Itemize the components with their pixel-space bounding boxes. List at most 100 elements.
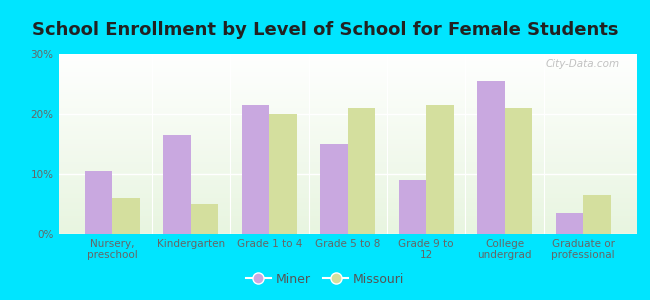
Text: City-Data.com: City-Data.com bbox=[545, 59, 619, 69]
Bar bbox=[58, 128, 637, 130]
Bar bbox=[58, 63, 637, 65]
Text: School Enrollment by Level of School for Female Students: School Enrollment by Level of School for… bbox=[32, 21, 618, 39]
Bar bbox=[58, 185, 637, 187]
Bar bbox=[58, 61, 637, 63]
Bar bbox=[426, 105, 454, 234]
Bar bbox=[58, 182, 637, 184]
Bar bbox=[398, 180, 426, 234]
Bar bbox=[58, 184, 637, 185]
Bar bbox=[58, 122, 637, 124]
Bar bbox=[58, 149, 637, 151]
Bar bbox=[58, 167, 637, 169]
Bar bbox=[58, 117, 637, 119]
Bar bbox=[58, 113, 637, 115]
Bar bbox=[583, 195, 611, 234]
Bar bbox=[58, 211, 637, 212]
Bar bbox=[58, 76, 637, 77]
Bar bbox=[58, 86, 637, 88]
Bar bbox=[58, 194, 637, 196]
Bar bbox=[58, 95, 637, 97]
Bar bbox=[477, 81, 505, 234]
Bar bbox=[58, 191, 637, 193]
Bar bbox=[58, 223, 637, 225]
Bar bbox=[58, 196, 637, 198]
Bar bbox=[58, 230, 637, 232]
Bar bbox=[190, 204, 218, 234]
Bar bbox=[58, 160, 637, 162]
Bar bbox=[58, 74, 637, 76]
Bar bbox=[58, 180, 637, 182]
Bar bbox=[58, 176, 637, 178]
Bar bbox=[58, 229, 637, 230]
Bar bbox=[58, 126, 637, 128]
Bar bbox=[348, 108, 375, 234]
Bar bbox=[58, 103, 637, 104]
Bar bbox=[58, 166, 637, 167]
Bar bbox=[58, 220, 637, 221]
Bar bbox=[58, 70, 637, 72]
Bar bbox=[58, 110, 637, 112]
Bar bbox=[320, 144, 348, 234]
Bar bbox=[84, 171, 112, 234]
Bar bbox=[58, 144, 637, 146]
Bar bbox=[58, 142, 637, 144]
Bar bbox=[58, 92, 637, 94]
Bar bbox=[58, 79, 637, 81]
Bar bbox=[58, 139, 637, 140]
Bar bbox=[58, 135, 637, 137]
Bar bbox=[58, 112, 637, 113]
Bar bbox=[242, 105, 269, 234]
Bar bbox=[58, 212, 637, 214]
Bar bbox=[58, 214, 637, 216]
Bar bbox=[58, 67, 637, 68]
Bar bbox=[58, 232, 637, 234]
Bar bbox=[58, 68, 637, 70]
Bar bbox=[58, 193, 637, 194]
Bar bbox=[58, 209, 637, 211]
Bar bbox=[58, 83, 637, 85]
Bar bbox=[58, 173, 637, 175]
Bar bbox=[58, 205, 637, 207]
Bar bbox=[58, 218, 637, 220]
Bar bbox=[58, 221, 637, 223]
Bar bbox=[269, 114, 297, 234]
Bar bbox=[58, 171, 637, 173]
Bar bbox=[58, 88, 637, 90]
Bar bbox=[58, 119, 637, 121]
Bar bbox=[112, 198, 140, 234]
Bar bbox=[58, 157, 637, 158]
Bar bbox=[556, 213, 583, 234]
Legend: Miner, Missouri: Miner, Missouri bbox=[240, 268, 410, 291]
Bar bbox=[58, 85, 637, 86]
Bar bbox=[58, 169, 637, 171]
Bar bbox=[58, 203, 637, 205]
Bar bbox=[58, 164, 637, 166]
Bar bbox=[58, 59, 637, 61]
Bar bbox=[58, 101, 637, 103]
Bar bbox=[58, 130, 637, 131]
Bar bbox=[505, 108, 532, 234]
Bar bbox=[58, 178, 637, 180]
Bar bbox=[58, 108, 637, 110]
Bar bbox=[58, 131, 637, 133]
Bar bbox=[58, 99, 637, 101]
Bar bbox=[58, 56, 637, 58]
Bar bbox=[58, 97, 637, 99]
Bar bbox=[58, 216, 637, 218]
Bar bbox=[58, 155, 637, 157]
Bar bbox=[163, 135, 190, 234]
Bar bbox=[58, 153, 637, 155]
Bar bbox=[58, 115, 637, 117]
Bar bbox=[58, 200, 637, 202]
Bar bbox=[58, 90, 637, 92]
Bar bbox=[58, 65, 637, 67]
Bar bbox=[58, 72, 637, 74]
Bar bbox=[58, 133, 637, 135]
Bar bbox=[58, 187, 637, 189]
Bar bbox=[58, 106, 637, 108]
Bar bbox=[58, 202, 637, 203]
Bar bbox=[58, 158, 637, 160]
Bar bbox=[58, 81, 637, 83]
Bar bbox=[58, 227, 637, 229]
Bar bbox=[58, 124, 637, 126]
